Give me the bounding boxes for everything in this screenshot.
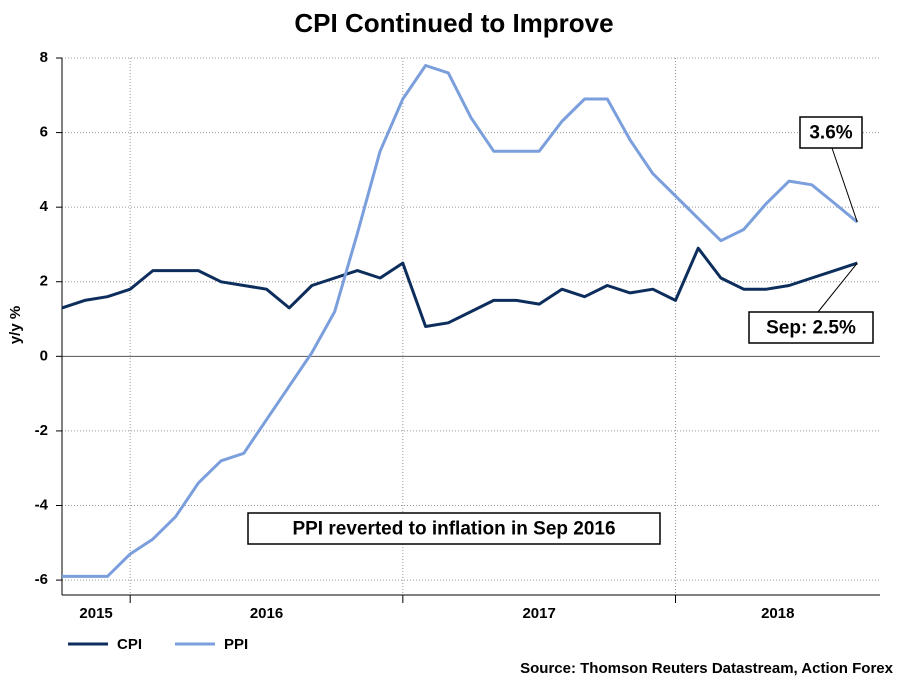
series-line <box>61 246 858 328</box>
y-tick-label: 2 <box>40 273 48 290</box>
source: Source: Thomson Reuters Datastream, Acti… <box>520 660 894 677</box>
y-tick-label: -4 <box>35 496 49 513</box>
x-tick-label: 2016 <box>250 605 283 622</box>
x-tick-label: 2017 <box>522 605 555 622</box>
annotation: PPI reverted to inflation in Sep 2016 <box>292 519 615 540</box>
x-tick-label: 2015 <box>79 605 112 622</box>
annotation: 3.6% <box>809 123 852 144</box>
callout-line <box>817 262 858 313</box>
annotation-box <box>748 311 874 344</box>
series-line <box>62 64 859 578</box>
y-tick-label: -6 <box>35 571 48 588</box>
callout-line <box>831 147 858 223</box>
annotation: Sep: 2.5% <box>766 318 856 339</box>
y-axis-label: y/y % <box>7 306 24 344</box>
y-tick-label: 8 <box>40 49 48 66</box>
y-tick-label: -2 <box>35 422 48 439</box>
y-tick-label: 6 <box>40 124 48 141</box>
y-tick-label: 0 <box>40 347 48 364</box>
annotation-box <box>799 116 863 149</box>
y-tick-label: 4 <box>40 198 49 215</box>
legend-label: PPI <box>224 636 248 653</box>
annotation-box <box>247 512 661 545</box>
x-tick-label: 2018 <box>761 605 794 622</box>
chart-title: CPI Continued to Improve <box>294 8 613 38</box>
legend-label: CPI <box>117 636 142 653</box>
